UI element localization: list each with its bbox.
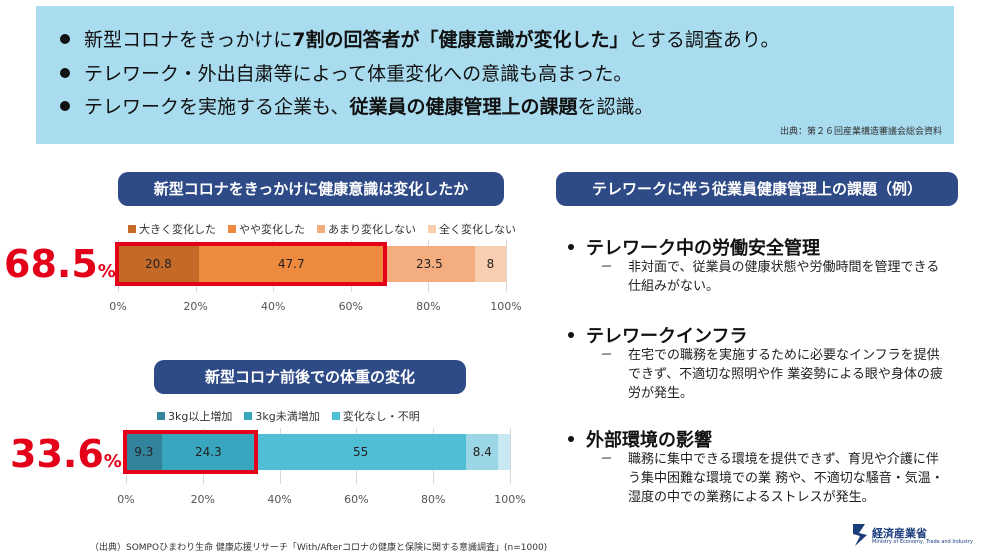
chart2-highlight-value: 33.6% — [10, 432, 122, 476]
right-panel-title: テレワークに伴う従業員健康管理上の課題（例） — [556, 172, 958, 206]
chart1-highlight-box — [115, 242, 387, 286]
chart2-tick-label: 60% — [344, 493, 369, 506]
logo-subtext: Ministry of Economy, Trade and Industry — [872, 539, 973, 545]
issue-heading-2: テレワークインフラ — [568, 322, 747, 348]
summary-bullet-2: テレワーク・外出自粛等によって体重変化への意識も高まった。 — [60, 62, 632, 86]
legend-label: やや変化した — [239, 223, 305, 236]
chart1-tick-label: 60% — [338, 300, 364, 313]
bullet-dot-icon — [60, 67, 70, 78]
chart2-bar-segment: 24.3 — [161, 434, 255, 470]
chart1-tick-label: 100% — [490, 300, 522, 313]
chart2-tick-label: 100% — [494, 493, 526, 506]
legend-swatch — [317, 225, 325, 233]
chart1-tick-label: 40% — [260, 300, 286, 313]
footer-source: （出典）SOMPOひまわり生命 健康応援リサーチ「With/Afterコロナの健… — [90, 543, 548, 553]
chart1-tick-label: 20% — [183, 300, 208, 313]
summary-bullet-3: テレワークを実施する企業も、従業員の健康管理上の課題を認識。 — [60, 95, 653, 119]
issue-desc-2: －在宅での職務を実施するために必要なインフラを提供できず、不適切な照明や作 業姿… — [600, 348, 943, 401]
chart1-gridline — [506, 240, 507, 292]
legend-label: 変化なし・不明 — [342, 410, 420, 423]
legend-swatch — [428, 225, 436, 233]
legend-item: 3kg以上増加 — [157, 410, 232, 423]
legend-item: 大きく変化した — [128, 223, 216, 236]
legend-label: あまり変化しない — [328, 223, 416, 236]
bullet-dot-icon — [60, 100, 70, 111]
chart1-bar-segment: 8 — [474, 246, 506, 282]
chart1-bar-segment: 23.5 — [383, 246, 475, 282]
chart2-bar-segment — [498, 434, 510, 470]
chart1-bar: 20.8 47.7 23.5 8 — [118, 246, 506, 282]
summary-bullet-1: 新型コロナをきっかけに7割の回答者が「健康意識が変化した」とする調査あり。 — [60, 28, 780, 52]
legend-item: 変化なし・不明 — [331, 410, 420, 423]
legend-label: 全く変化しない — [439, 223, 516, 236]
bullet-dot-icon — [60, 33, 70, 44]
chart2-highlight-box — [123, 430, 259, 474]
legend-label: 大きく変化した — [139, 223, 216, 236]
summary-source: 出典：第２６回産業構造審議会総会資料 — [779, 127, 942, 137]
legend-swatch — [331, 412, 340, 420]
chart2-title: 新型コロナ前後での体重の変化 — [154, 360, 466, 394]
legend-swatch — [157, 412, 165, 420]
chart1-tick-label: 80% — [416, 300, 441, 313]
legend-item: 3kg未満増加 — [244, 410, 320, 423]
chart1-legend: 大きく変化した やや変化した あまり変化しない 全く変化しない — [128, 221, 528, 237]
legend-item: あまり変化しない — [317, 223, 416, 236]
chart2-tick-label: 0% — [117, 493, 135, 506]
chart2-bar-segment: 9.3 — [126, 434, 162, 470]
bullet-dot-icon — [568, 436, 574, 442]
bullet-dot-icon — [568, 332, 574, 338]
chart2-tick-label: 20% — [190, 493, 216, 506]
legend-item: 全く変化しない — [428, 223, 516, 236]
chart2-tick-label: 80% — [420, 493, 446, 506]
chart1-bar-segment: 20.8 — [118, 246, 199, 282]
chart2-bar-segment: 8.4 — [466, 434, 499, 470]
chart2-legend: 3kg以上増加 3kg未満増加 変化なし・不明 — [157, 408, 432, 424]
chart2-bar-segment: 55 — [255, 434, 467, 470]
legend-swatch — [244, 412, 253, 420]
chart2-tick-label: 40% — [267, 493, 292, 506]
legend-swatch — [228, 225, 236, 233]
chart1-bar-segment: 47.7 — [198, 246, 384, 282]
chart1-highlight-value: 68.5% — [4, 242, 116, 286]
logo-text: 経済産業省 — [872, 527, 927, 540]
legend-label: 3kg未満増加 — [255, 410, 320, 423]
legend-label: 3kg以上増加 — [168, 410, 233, 423]
meti-logo-icon — [853, 524, 867, 546]
issue-desc-1: －非対面で、従業員の健康状態や労働時間を管理できる仕組みがない。 — [600, 260, 940, 294]
legend-swatch — [128, 225, 136, 233]
chart2-bar: 9.3 24.3 55 8.4 — [126, 434, 510, 470]
chart1-tick-label: 0% — [109, 300, 127, 313]
chart2-gridline — [510, 428, 511, 484]
issue-desc-3: －職務に集中できる環境を提供できず、育児や介護に伴う集中困難な環境での業 務や、… — [600, 452, 944, 505]
chart1-title: 新型コロナをきっかけに健康意識は変化したか — [118, 172, 504, 206]
legend-item: やや変化した — [228, 223, 305, 236]
issue-heading-1: テレワーク中の労働安全管理 — [568, 234, 820, 260]
bullet-dot-icon — [568, 244, 574, 250]
summary-box — [36, 6, 954, 144]
issue-heading-3: 外部環境の影響 — [568, 426, 712, 452]
